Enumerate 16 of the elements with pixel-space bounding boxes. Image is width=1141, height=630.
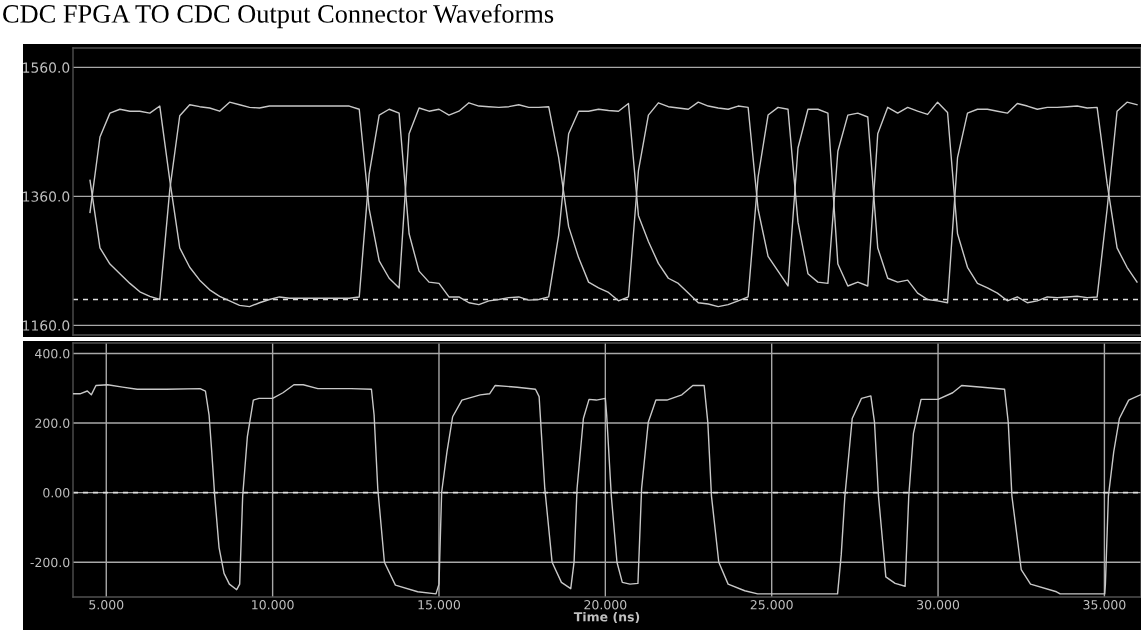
x-tick-label: 10.000 <box>252 600 294 610</box>
x-tick-label: 30.000 <box>917 600 960 610</box>
y-tick-label: 400.0 <box>35 348 70 359</box>
y-tick-label: -200.0 <box>30 557 70 568</box>
x-tick-label: 15.000 <box>418 600 461 610</box>
x-tick-label: 35.000 <box>1083 600 1126 610</box>
x-axis-title: Time (ns) <box>573 611 640 624</box>
y-tick-label: 1160.0 <box>23 320 70 331</box>
y-tick-label: 1360.0 <box>23 191 70 202</box>
x-tick-label: 5.000 <box>89 600 124 610</box>
y-tick-label: 0.00 <box>43 488 70 498</box>
x-tick-label: 25.000 <box>750 600 793 610</box>
y-tick-label: 200.0 <box>35 418 70 428</box>
x-tick-label: 20.000 <box>584 600 627 610</box>
y-tick-label: 1560.0 <box>23 62 70 73</box>
chart-title: CDC FPGA TO CDC Output Connector Waveforms <box>3 4 554 29</box>
